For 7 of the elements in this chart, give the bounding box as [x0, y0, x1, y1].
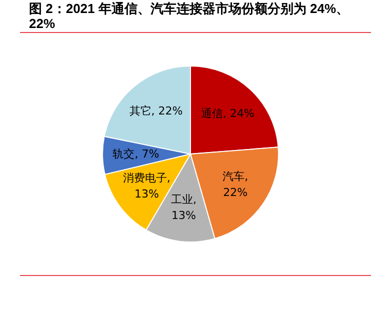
chart-title: 图 2：2021 年通信、汽车连接器市场份额分别为 24%、22%: [29, 1, 350, 31]
slice-label: 汽车, 22%: [222, 170, 248, 199]
slice-label: 工业, 13%: [170, 193, 196, 222]
slice-label: 通信, 24%: [200, 106, 254, 120]
slice-label: 其它, 22%: [129, 104, 183, 118]
slice-label: 轨交, 7%: [112, 148, 160, 161]
slice-label: 消费电子, 13%: [122, 171, 170, 200]
